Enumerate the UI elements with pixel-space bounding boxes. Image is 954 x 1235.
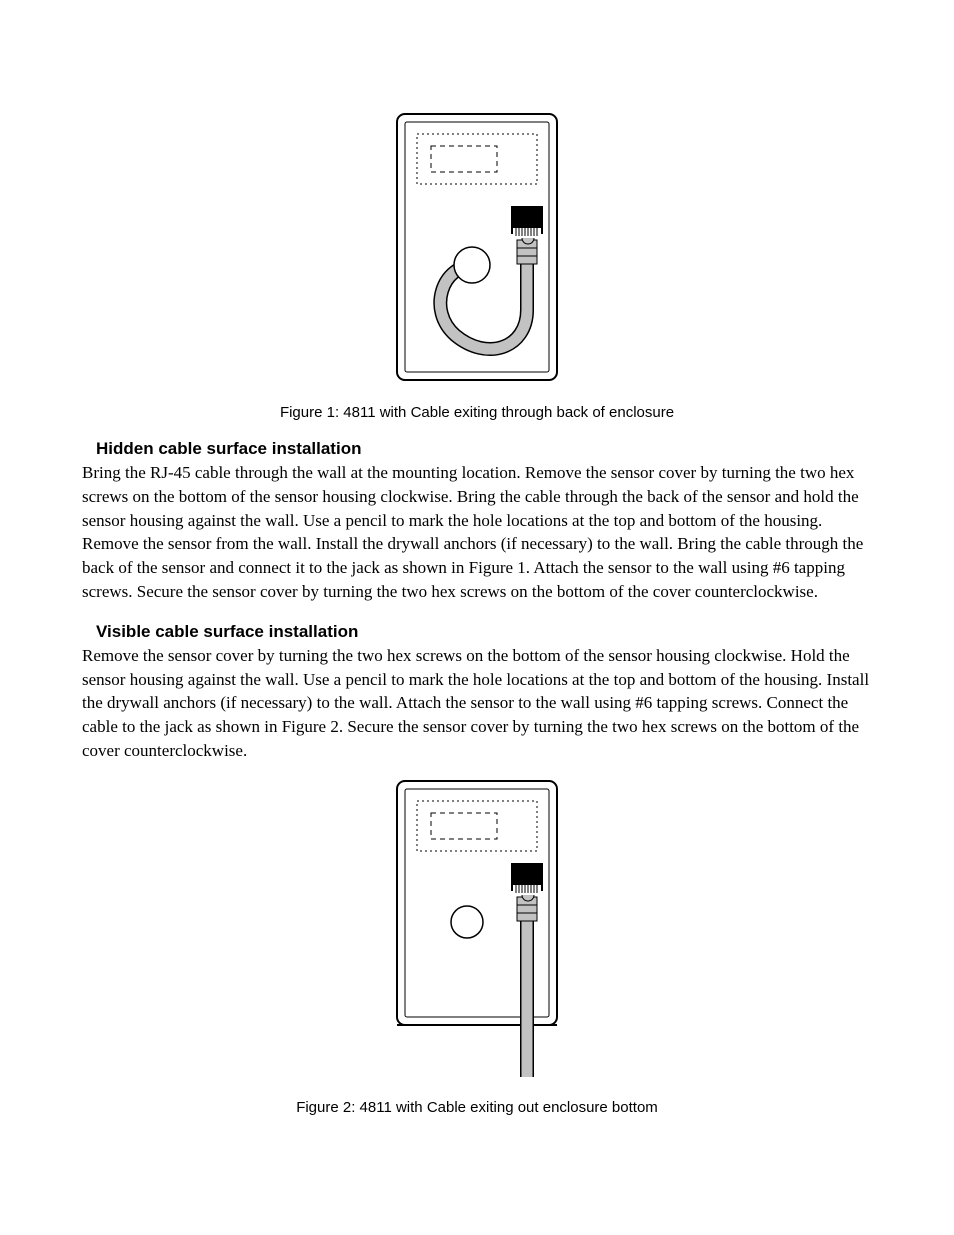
figure-2-caption: Figure 2: 4811 with Cable exiting out en… — [82, 1099, 872, 1116]
page: Figure 1: 4811 with Cable exiting throug… — [0, 0, 954, 1235]
enclosure-diagram-2 — [387, 777, 567, 1077]
section-1-body: Bring the RJ-45 cable through the wall a… — [82, 461, 872, 604]
figure-2: Figure 2: 4811 with Cable exiting out en… — [82, 777, 872, 1116]
section-2-body: Remove the sensor cover by turning the t… — [82, 644, 872, 763]
figure-1: Figure 1: 4811 with Cable exiting throug… — [82, 110, 872, 421]
enclosure-diagram-1 — [387, 110, 567, 390]
section-2-title: Visible cable surface installation — [96, 622, 872, 642]
figure-1-caption: Figure 1: 4811 with Cable exiting throug… — [82, 404, 872, 421]
section-1-title: Hidden cable surface installation — [96, 439, 872, 459]
